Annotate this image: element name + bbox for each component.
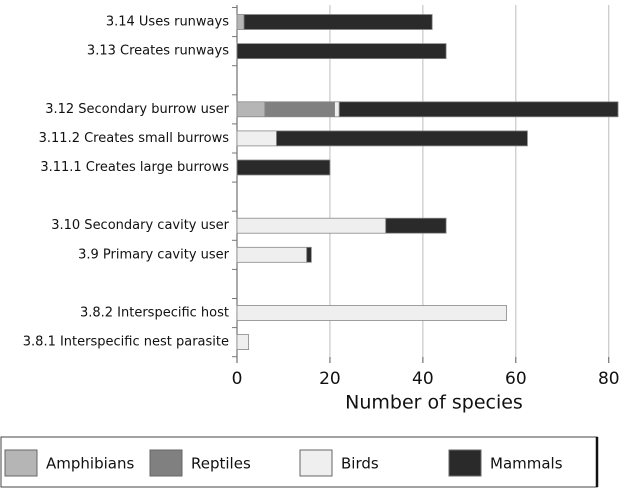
x-tick-label: 20 — [319, 369, 341, 389]
legend-label: Birds — [341, 455, 379, 473]
bar-segment — [236, 217, 387, 234]
bar-segment — [236, 246, 308, 263]
bar-segment — [385, 217, 447, 234]
legend-swatch — [149, 449, 183, 477]
bar-segment — [276, 130, 528, 147]
bar-segment — [243, 14, 433, 30]
y-tick-label: 3.11.1 Creates large burrows — [40, 160, 229, 175]
legend-label: Reptiles — [191, 455, 251, 473]
bar-segment — [236, 101, 266, 118]
bar-segment — [334, 101, 340, 118]
y-tick-label: 3.9 Primary cavity user — [78, 247, 230, 262]
bar-segment — [236, 130, 277, 147]
x-tick-label: 40 — [412, 369, 434, 389]
y-tick-label: 3.10 Secondary cavity user — [51, 218, 229, 233]
legend-label: Mammals — [490, 455, 563, 473]
bar-segment — [236, 159, 331, 176]
y-tick-label: 3.12 Secondary burrow user — [45, 102, 229, 117]
y-tick-label: 3.11.2 Creates small burrows — [39, 131, 230, 146]
x-axis-label: Number of species — [345, 392, 523, 414]
bar-segment — [236, 43, 447, 59]
y-tick-label: 3.14 Uses runways — [106, 15, 229, 30]
y-tick-label: 3.8.1 Interspecific nest parasite — [23, 335, 229, 350]
bar-segment — [236, 14, 245, 30]
x-tick-label: 80 — [598, 369, 620, 389]
legend-box — [0, 436, 598, 488]
bar-segment — [264, 101, 335, 118]
legend-label: Amphibians — [46, 455, 134, 473]
y-tick-label: 3.13 Creates runways — [87, 44, 229, 59]
legend-swatch — [4, 449, 38, 477]
y-tick-label: 3.8.2 Interspecific host — [80, 306, 229, 321]
legend-swatch — [448, 449, 482, 477]
bar-segment — [306, 246, 312, 263]
bar-segment — [236, 334, 250, 351]
legend-swatch — [299, 449, 333, 477]
bar-segment — [236, 305, 507, 321]
bar-segment — [338, 101, 619, 118]
x-tick-label: 0 — [232, 369, 243, 389]
x-tick-label: 60 — [505, 369, 527, 389]
